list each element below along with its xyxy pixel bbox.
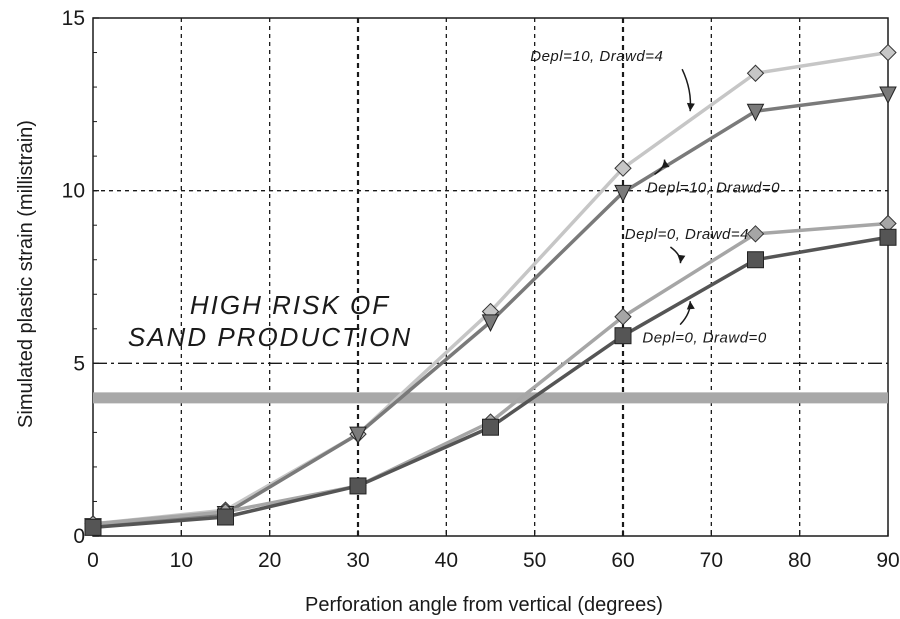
data-point-triangle [349,426,367,445]
grid-lines [93,18,888,536]
x-tick-label: 70 [700,549,723,572]
data-point-diamond [614,159,632,177]
x-tick-label: 20 [258,549,281,572]
data-point-triangle [481,314,500,333]
data-point-square [482,418,499,436]
label-arrowhead [677,254,686,264]
x-tick-label: 40 [435,549,458,572]
x-axis-title: Perforation angle from vertical (degrees… [305,594,663,616]
x-tick-label: 30 [346,549,369,572]
label-leader-curve [679,301,691,326]
data-point-square [614,327,632,345]
data-point-diamond [746,225,765,243]
series-line [92,235,889,530]
label-arrowhead [661,159,670,169]
data-point-square [747,251,764,269]
data-point-diamond [879,43,897,62]
data-point-square [84,518,102,536]
y-tick-label: 10 [62,180,85,203]
y-tick-label: 5 [73,352,85,375]
data-point-triangle [614,184,632,203]
data-point-diamond [746,64,765,82]
x-tick-label: 80 [788,549,811,572]
x-tick-label: 50 [523,549,546,572]
series-line [92,50,889,526]
series-label: Depl=0, Drawd=0 [642,330,766,347]
x-tick-label: 0 [87,549,99,572]
x-tick-label: 10 [170,549,193,572]
data-point-square [217,508,234,526]
data-series [84,43,897,536]
data-point-square [349,477,367,495]
series-label: Depl=0, Drawd=4 [625,226,749,243]
plot-area-frame [92,17,889,537]
label-arrowhead [686,301,695,310]
y-tick-label: 0 [73,525,85,548]
x-tick-label: 90 [876,549,899,572]
data-point-triangle [746,103,765,122]
y-axis-title: Simulated plastic strain (millistrain) [15,120,37,428]
label-arrowhead [686,102,695,112]
x-tick-label: 60 [611,549,634,572]
data-point-triangle [879,86,897,105]
y-tick-label: 15 [62,7,85,30]
zone-label-line-2: SAND PRODUCTION [128,322,412,352]
zone-label-line-1: HIGH RISK OF [190,290,390,320]
series-line [92,221,889,526]
y-axis-ticks: 0 5 10 15 [62,7,99,548]
series-label: Depl=10, Drawd=0 [647,179,780,196]
series-labels: Depl=10, Drawd=4 Depl=10, Drawd=0 Depl=0, … [530,48,780,347]
data-point-square [879,228,897,246]
series-label: Depl=10, Drawd=4 [530,48,663,65]
x-axis-ticks: 0 10 20 30 40 50 60 70 80 90 [87,530,900,572]
data-point-diamond [614,308,632,326]
